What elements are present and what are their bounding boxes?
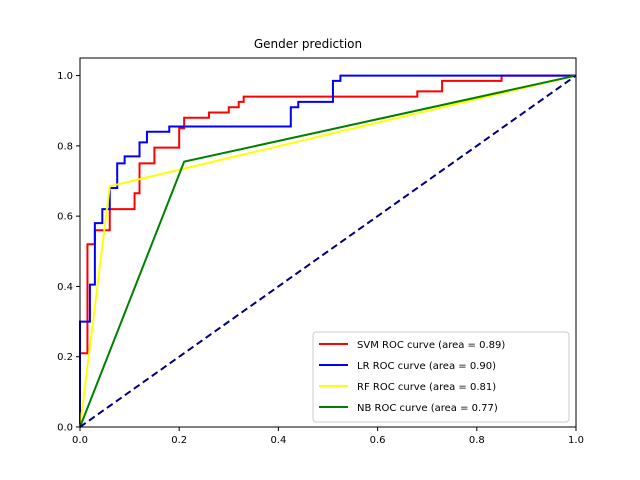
legend-label-1: LR ROC curve (area = 0.90) [357, 361, 496, 372]
x-tick-label-0: 0.0 [72, 435, 88, 446]
plot-area [79, 74, 577, 428]
x-tick-label-2: 0.4 [270, 435, 286, 446]
x-tick-label-5: 1.0 [568, 435, 584, 446]
series-line-0 [79, 74, 576, 427]
x-tick-label-3: 0.6 [370, 435, 386, 446]
chart-title: Gender prediction [254, 37, 362, 51]
legend-label-0: SVM ROC curve (area = 0.89) [357, 340, 505, 351]
y-tick-label-1: 0.2 [57, 352, 73, 363]
axes-frame [79, 57, 577, 428]
series-line-1 [79, 74, 576, 427]
legend: SVM ROC curve (area = 0.89) LR ROC curve … [312, 331, 570, 423]
y-tick-label-4: 0.8 [57, 141, 73, 152]
series-line-3 [79, 74, 577, 428]
y-tick-label-0: 0.0 [57, 423, 73, 434]
legend-label-2: RF ROC curve (area = 0.81) [357, 382, 496, 393]
legend-label-3: NB ROC curve (area = 0.77) [357, 403, 498, 414]
y-tick-label-5: 1.0 [57, 71, 73, 82]
x-tick-label-1: 0.2 [171, 435, 187, 446]
y-axis: 0.0 0.2 0.4 0.6 0.8 1.0 [57, 71, 80, 434]
legend-box [312, 331, 570, 423]
x-axis: 0.0 0.2 0.4 0.6 0.8 1.0 [72, 427, 584, 446]
series-line-2 [79, 74, 577, 428]
x-tick-label-4: 0.8 [469, 435, 485, 446]
y-tick-label-2: 0.4 [57, 282, 73, 293]
reference-diagonal-line [79, 74, 577, 428]
y-tick-label-3: 0.6 [57, 212, 73, 223]
